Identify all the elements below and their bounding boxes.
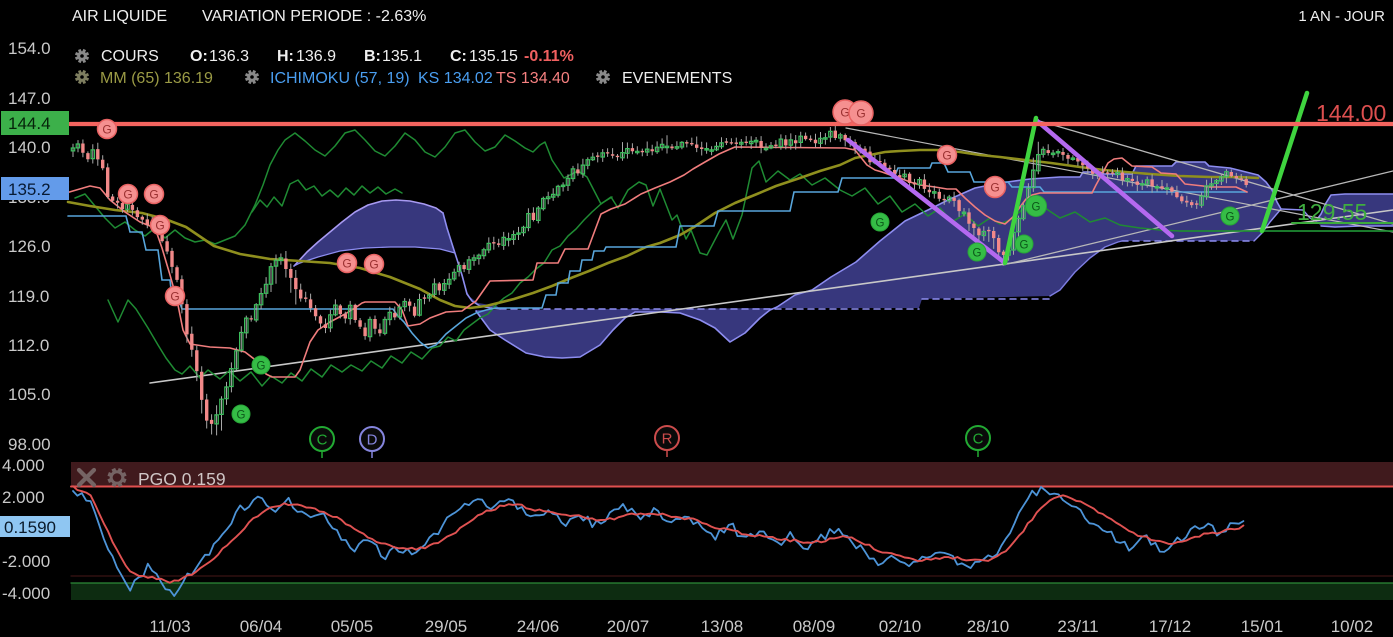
svg-text:02/10: 02/10	[879, 617, 922, 636]
svg-text:G: G	[237, 410, 246, 422]
svg-text:136.3: 136.3	[209, 48, 249, 65]
svg-text:135.1: 135.1	[382, 48, 422, 65]
svg-text:G: G	[973, 248, 982, 260]
svg-text:D: D	[367, 432, 378, 449]
svg-text:4.000: 4.000	[2, 456, 45, 475]
svg-text:135.2: 135.2	[8, 180, 51, 199]
svg-text:G: G	[942, 149, 951, 163]
svg-text:29/05: 29/05	[425, 617, 468, 636]
svg-text:-4.000: -4.000	[2, 584, 50, 603]
svg-text:G: G	[342, 257, 351, 271]
svg-text:140.0: 140.0	[8, 138, 51, 157]
svg-text:G: G	[990, 181, 999, 195]
svg-text:23/11: 23/11	[1057, 617, 1098, 636]
svg-text:06/04: 06/04	[240, 617, 283, 636]
svg-text:H:: H:	[277, 48, 294, 65]
svg-text:G: G	[102, 123, 111, 137]
svg-text:129.55: 129.55	[1297, 199, 1367, 225]
svg-text:154.0: 154.0	[8, 39, 51, 58]
svg-text:20/07: 20/07	[607, 617, 650, 636]
svg-text:136.9: 136.9	[296, 48, 336, 65]
svg-text:C:: C:	[450, 48, 467, 65]
svg-text:1 AN - JOUR: 1 AN - JOUR	[1298, 8, 1385, 25]
svg-text:119.0: 119.0	[8, 287, 49, 306]
svg-text:17/12: 17/12	[1149, 617, 1192, 636]
svg-text:G: G	[1032, 202, 1041, 214]
svg-text:24/06: 24/06	[517, 617, 560, 636]
svg-text:TS 134.40: TS 134.40	[496, 70, 570, 87]
svg-text:10/02: 10/02	[1331, 617, 1374, 636]
svg-text:G: G	[170, 290, 179, 304]
svg-text:0.1590: 0.1590	[4, 518, 56, 537]
svg-text:28/10: 28/10	[967, 617, 1010, 636]
svg-text:-2.000: -2.000	[2, 552, 50, 571]
svg-text:PGO 0.159: PGO 0.159	[138, 469, 226, 489]
svg-text:147.0: 147.0	[8, 89, 51, 108]
svg-text:R: R	[662, 431, 673, 448]
svg-text:B:: B:	[364, 48, 381, 65]
svg-text:11/03: 11/03	[149, 617, 190, 636]
svg-text:13/08: 13/08	[701, 617, 744, 636]
svg-text:COURS: COURS	[101, 48, 159, 65]
svg-text:VARIATION PERIODE : -2.63%: VARIATION PERIODE : -2.63%	[202, 8, 426, 25]
svg-text:KS 134.02: KS 134.02	[418, 70, 493, 87]
svg-text:2.000: 2.000	[2, 488, 45, 507]
svg-text:AIR LIQUIDE: AIR LIQUIDE	[72, 8, 167, 25]
svg-text:G: G	[856, 107, 865, 121]
svg-text:05/05: 05/05	[331, 617, 374, 636]
svg-text:G: G	[149, 188, 158, 202]
svg-text:C: C	[973, 431, 984, 448]
svg-text:-0.11%: -0.11%	[524, 48, 574, 65]
svg-text:126.0: 126.0	[8, 237, 51, 256]
svg-text:G: G	[257, 361, 266, 373]
svg-text:135.15: 135.15	[469, 48, 518, 65]
svg-text:G: G	[1020, 240, 1029, 252]
svg-text:98.00: 98.00	[8, 435, 51, 454]
svg-text:105.0: 105.0	[8, 385, 51, 404]
svg-text:G: G	[155, 219, 164, 233]
svg-text:112.0: 112.0	[8, 336, 49, 355]
svg-text:G: G	[123, 188, 132, 202]
svg-text:ICHIMOKU (57, 19): ICHIMOKU (57, 19)	[270, 70, 410, 87]
svg-text:G: G	[369, 258, 378, 272]
svg-text:15/01: 15/01	[1241, 617, 1284, 636]
svg-text:G: G	[876, 218, 885, 230]
svg-text:G: G	[1226, 212, 1235, 224]
svg-text:O:: O:	[190, 48, 208, 65]
svg-text:144.00: 144.00	[1316, 100, 1386, 126]
svg-text:144.4: 144.4	[8, 114, 51, 133]
svg-text:G: G	[840, 106, 849, 120]
svg-text:EVENEMENTS: EVENEMENTS	[622, 70, 732, 87]
svg-text:MM (65) 136.19: MM (65) 136.19	[100, 70, 213, 87]
svg-text:C: C	[317, 432, 328, 449]
svg-text:08/09: 08/09	[793, 617, 836, 636]
